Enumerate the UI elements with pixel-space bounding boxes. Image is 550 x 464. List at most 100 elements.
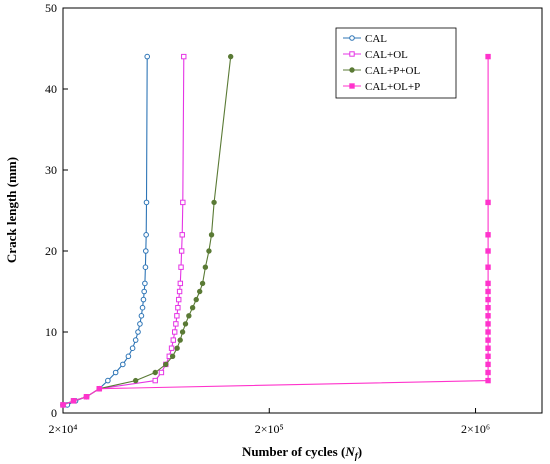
series-line — [62, 56, 232, 406]
data-point — [179, 232, 185, 238]
data-point — [178, 248, 185, 254]
y-axis: 0 10 20 30 40 50 — [45, 1, 68, 420]
data-point — [142, 264, 149, 271]
data-point — [141, 288, 147, 295]
data-point — [177, 337, 183, 343]
data-point — [143, 199, 150, 206]
legend-label: CAL — [365, 33, 387, 45]
plot-area — [62, 7, 543, 414]
data-point — [172, 329, 178, 335]
data-point — [189, 305, 196, 311]
legend-swatch-marker — [349, 51, 355, 57]
data-point — [140, 296, 147, 303]
data-point — [485, 304, 491, 311]
data-point — [485, 345, 491, 351]
data-point — [169, 353, 176, 359]
data-point — [138, 313, 145, 319]
data-point — [211, 199, 217, 206]
data-point — [177, 280, 184, 287]
legend-label: CAL+OL — [365, 49, 408, 61]
data-point — [180, 199, 186, 206]
data-point — [70, 398, 77, 404]
y-axis-title: Crack length (mm) — [4, 157, 19, 263]
data-point — [152, 369, 158, 376]
data-point — [199, 280, 206, 287]
data-point — [144, 53, 151, 60]
data-point — [174, 313, 180, 319]
data-point — [83, 394, 90, 400]
data-point — [485, 53, 491, 60]
data-point — [105, 377, 111, 384]
data-point — [485, 353, 491, 359]
data-point — [143, 232, 149, 238]
data-point — [168, 345, 175, 351]
legend-swatch-marker — [349, 83, 355, 89]
data-point — [176, 296, 182, 303]
data-point — [485, 337, 491, 343]
data-point — [135, 329, 141, 335]
data-point — [208, 232, 215, 238]
data-point — [163, 361, 169, 368]
data-point — [227, 53, 234, 60]
data-point — [485, 296, 491, 303]
legend: CAL CAL+OL CAL+P+OL CAL+OL+P — [335, 27, 457, 99]
data-point — [186, 313, 192, 319]
data-point — [178, 264, 184, 270]
data-point — [139, 304, 146, 311]
data-point — [120, 361, 126, 368]
data-point — [182, 321, 189, 327]
data-point — [112, 369, 119, 376]
y-tick-label: 20 — [45, 244, 57, 258]
data-point — [206, 248, 212, 254]
x-tick-label: 2×10⁵ — [255, 422, 284, 436]
data-point — [485, 199, 491, 206]
legend-label: CAL+OL+P — [365, 81, 420, 93]
data-point — [485, 369, 491, 376]
data-point — [142, 280, 148, 287]
data-point — [173, 321, 179, 327]
data-point — [158, 369, 165, 376]
data-point — [176, 288, 183, 295]
data-point — [485, 321, 491, 327]
data-point — [174, 345, 180, 351]
data-point — [129, 345, 136, 352]
data-point — [197, 288, 203, 295]
data-point — [132, 377, 139, 384]
x-tick-label: 2×10⁶ — [461, 422, 490, 436]
data-point — [170, 337, 176, 343]
data-point — [125, 353, 132, 360]
data-point — [485, 264, 491, 270]
data-point — [202, 264, 209, 270]
data-point — [137, 321, 143, 327]
y-tick-label: 0 — [51, 406, 57, 420]
series-line — [62, 56, 489, 406]
data-point — [485, 248, 491, 254]
series-layer — [60, 53, 491, 408]
legend-swatch-marker — [349, 35, 355, 41]
data-point — [96, 385, 103, 392]
data-point — [485, 377, 491, 384]
legend-entry: CAL+P+OL — [343, 65, 420, 77]
data-point — [485, 329, 491, 335]
legend-entry: CAL+OL — [343, 49, 408, 61]
plot-frame — [62, 7, 543, 414]
data-point — [152, 377, 158, 384]
data-point — [132, 337, 139, 343]
x-tick-label: 2×10⁴ — [49, 422, 78, 436]
y-tick-label: 10 — [45, 325, 57, 339]
y-tick-label: 30 — [45, 163, 57, 177]
x-axis: 2×10⁴ 2×10⁵ 2×10⁶ — [49, 408, 490, 436]
data-point — [181, 53, 187, 60]
data-point — [60, 402, 66, 408]
data-point — [142, 248, 149, 254]
series-cal-ol-p — [60, 53, 491, 408]
legend-label: CAL+P+OL — [365, 65, 420, 77]
data-point — [485, 313, 491, 319]
data-point — [485, 361, 491, 368]
y-tick-label: 50 — [45, 1, 57, 15]
data-point — [179, 329, 186, 335]
data-point — [485, 288, 491, 295]
legend-entry: CAL — [343, 33, 387, 45]
legend-entry: CAL+OL+P — [343, 81, 420, 93]
